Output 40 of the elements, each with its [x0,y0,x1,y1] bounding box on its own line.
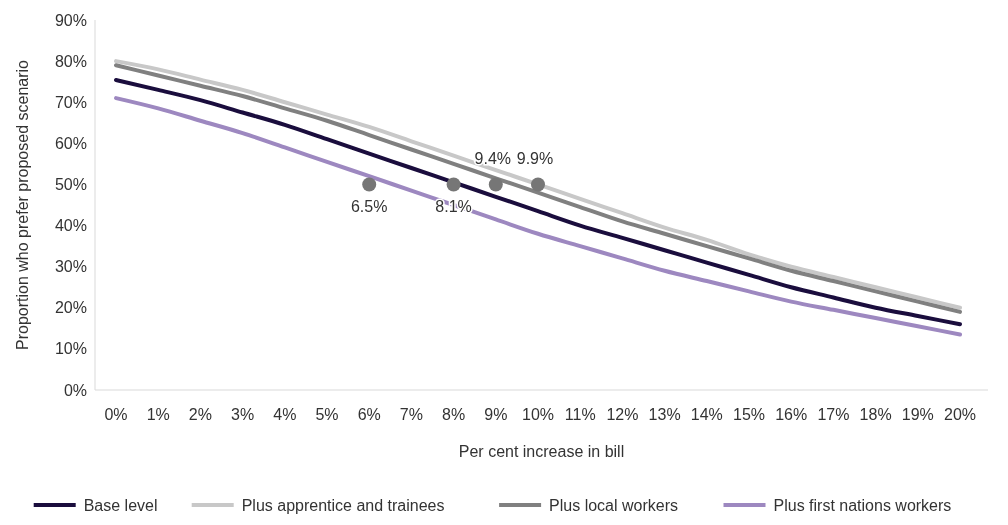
y-tick-label: 20% [54,299,87,317]
x-tick-label: 14% [690,406,723,423]
x-tick-label: 12% [606,406,639,423]
y-tick-label: 70% [54,93,87,111]
y-tick-label: 40% [54,217,87,235]
y-tick-label: 0% [63,381,87,399]
x-tick-label: 5% [315,406,339,423]
x-tick-label: 2% [188,406,212,423]
y-tick-label: 50% [54,176,87,194]
annotation: 9.9% [516,150,554,168]
x-tick-label: 17% [817,406,850,423]
annotation: 9.4% [474,150,512,168]
x-tick-label: 1% [146,406,170,423]
x-tick-label: 6% [357,406,381,423]
x-tick-label: 0% [104,406,128,423]
y-tick-label: 80% [54,52,87,70]
legend-label: Plus local workers [549,496,679,514]
x-tick-label: 7% [399,406,423,423]
x-tick-label: 16% [775,406,808,423]
x-tick-label: 13% [648,406,681,423]
x-tick-label: 18% [859,406,892,423]
annotation: 6.5% [350,198,388,216]
x-tick-label: 20% [943,406,977,423]
x-tick-label: 8% [442,406,466,423]
y-axis-title: Proportion who prefer proposed scenario [14,59,31,350]
x-tick-label: 10% [521,406,555,423]
x-tick-label: 15% [732,406,766,423]
y-tick-label: 90% [54,11,87,29]
x-tick-label: 19% [901,406,934,423]
x-tick-label: 3% [231,406,255,423]
legend-label: Plus first nations workers [773,496,952,514]
y-tick-label: 30% [54,258,87,276]
x-tick-label: 4% [273,406,297,423]
x-tick-label: 9% [484,406,508,423]
x-tick-label: 11% [564,406,596,423]
legend-label: Base level [83,496,158,514]
x-axis-title: Per cent increase in bill [458,443,625,460]
legend-label: Plus apprentice and trainees [241,496,445,514]
y-tick-label: 60% [54,134,87,152]
y-tick-label: 10% [54,340,87,358]
